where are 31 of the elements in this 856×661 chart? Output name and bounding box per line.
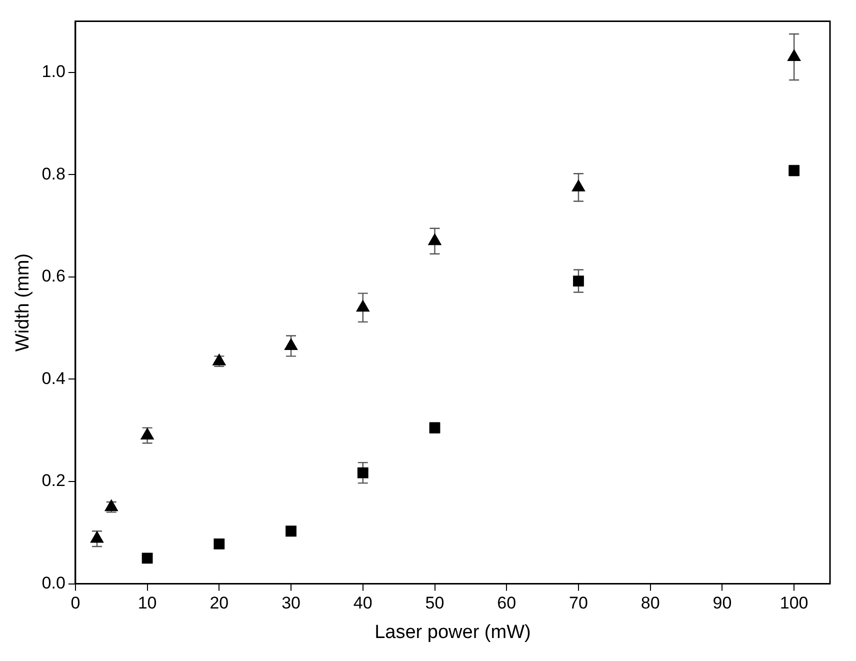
y-tick-label: 0.6	[42, 266, 66, 286]
x-tick-label: 90	[712, 594, 732, 613]
point	[357, 467, 368, 478]
y-tick-label: 0.2	[42, 471, 66, 490]
x-tick-label: 60	[497, 594, 516, 613]
point	[356, 300, 370, 312]
point	[788, 50, 801, 61]
x-tick-label: 70	[569, 594, 588, 613]
point	[142, 552, 153, 564]
point	[428, 234, 442, 246]
y-tick-label: 0.0	[42, 573, 66, 592]
y-tick-label: 0.4	[42, 368, 66, 388]
x-axis-title: Laser power (mW)	[374, 622, 531, 643]
y-tick-label: 1.0	[42, 62, 66, 82]
point	[573, 276, 584, 286]
point	[572, 180, 586, 192]
y-tick-label: 0.8	[42, 164, 66, 184]
x-tick-label: 30	[282, 594, 300, 613]
y-axis-title: Width (mm)	[12, 253, 34, 352]
x-tick-label: 0	[70, 594, 80, 613]
x-tick-label: 40	[353, 594, 372, 613]
point	[214, 538, 225, 550]
x-tick-label: 100	[780, 594, 808, 613]
x-tick-label: 10	[138, 594, 157, 613]
x-tick-label: 50	[425, 594, 444, 613]
point	[140, 428, 154, 440]
point	[286, 526, 296, 537]
point	[90, 531, 104, 543]
point	[284, 338, 298, 350]
x-tick-label: 80	[640, 594, 660, 613]
x-tick-label: 20	[210, 594, 229, 613]
